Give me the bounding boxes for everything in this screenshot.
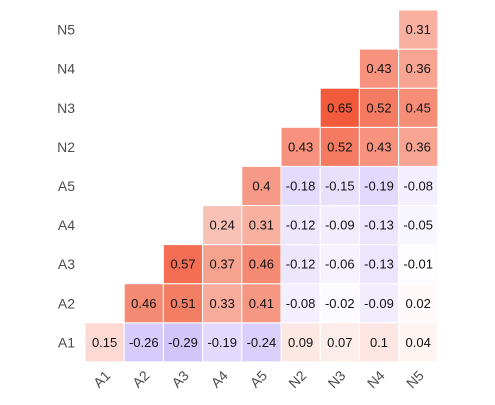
heatmap-cells xyxy=(84,9,439,363)
cell-value-label: -0.13 xyxy=(364,257,394,272)
cell-value-label: 0.36 xyxy=(406,61,431,76)
cell-value-label: 0.43 xyxy=(366,139,391,154)
cell-value-label: -0.09 xyxy=(364,296,394,311)
x-tick-label: N5 xyxy=(403,367,427,391)
cell-value-label: 0.46 xyxy=(131,296,156,311)
cell-value-label: -0.12 xyxy=(286,218,316,233)
heatmap-value-labels: 0.15 -0.26 0.46 -0.29 0.51 0.57 -0.19 0.33 0.37 0… xyxy=(92,22,433,350)
heatmap-cell-a3-a2 xyxy=(162,283,204,324)
x-tick-label: N4 xyxy=(364,367,388,391)
cell-value-label: -0.09 xyxy=(325,218,355,233)
heatmap-cell-n4-n3 xyxy=(358,87,400,128)
y-tick-label: A4 xyxy=(58,217,75,233)
cell-value-label: -0.26 xyxy=(129,335,159,350)
x-tick-label: A4 xyxy=(208,367,232,391)
heatmap-cell-n4-n2 xyxy=(358,126,400,167)
cell-value-label: 0.09 xyxy=(288,335,313,350)
x-tick-label: A3 xyxy=(168,367,192,391)
cell-value-label: 0.04 xyxy=(406,335,431,350)
cell-value-label: 0.46 xyxy=(249,257,274,272)
heatmap-cell-n5-a5 xyxy=(398,165,439,206)
cell-value-label: 0.37 xyxy=(210,257,235,272)
heatmap-cell-a4-a4 xyxy=(202,205,243,246)
cell-value-label: 0.65 xyxy=(327,100,352,115)
heatmap-cell-a4-a3 xyxy=(202,244,243,285)
cell-value-label: 0.1 xyxy=(370,335,388,350)
heatmap-cell-n4-a1 xyxy=(358,322,400,363)
heatmap-cell-n3-n3 xyxy=(319,87,360,128)
cell-value-label: 0.52 xyxy=(327,139,352,154)
heatmap-cell-n5-n2 xyxy=(398,126,439,167)
cell-value-label: -0.15 xyxy=(325,178,355,193)
x-tick-label: A5 xyxy=(247,367,271,391)
y-tick-label: A1 xyxy=(58,334,75,350)
heatmap-cell-a2-a2 xyxy=(123,283,164,324)
cell-value-label: -0.29 xyxy=(168,335,198,350)
cell-value-label: 0.51 xyxy=(170,296,195,311)
cell-value-label: 0.45 xyxy=(406,100,431,115)
cell-value-label: -0.08 xyxy=(403,178,433,193)
heatmap-cell-n5-a2 xyxy=(398,283,439,324)
y-tick-label: A2 xyxy=(58,295,75,311)
cell-value-label: -0.19 xyxy=(207,335,237,350)
y-tick-label: N2 xyxy=(57,139,75,155)
y-tick-label: N3 xyxy=(57,100,75,116)
cell-value-label: -0.06 xyxy=(325,257,355,272)
cell-value-label: 0.31 xyxy=(249,218,274,233)
cell-value-label: 0.52 xyxy=(366,100,391,115)
heatmap-cell-a2-a1 xyxy=(123,322,164,363)
heatmap-cell-n2-a2 xyxy=(280,283,321,324)
cell-value-label: 0.02 xyxy=(406,296,431,311)
cell-value-label: 0.31 xyxy=(406,22,431,37)
cell-value-label: 0.57 xyxy=(170,257,195,272)
heatmap-cell-n5-n5 xyxy=(398,9,439,50)
x-tick-labels: A1 A2 A3 A4 A5 N2 N3 N4 N5 xyxy=(90,367,427,391)
heatmap-cell-n2-a1 xyxy=(280,322,321,363)
cell-value-label: -0.05 xyxy=(403,218,433,233)
cell-value-label: -0.02 xyxy=(325,296,355,311)
cell-value-label: 0.41 xyxy=(249,296,274,311)
heatmap-cell-a1-a1 xyxy=(84,322,125,363)
heatmap-cell-n2-a4 xyxy=(280,205,321,246)
heatmap-cell-n2-n2 xyxy=(280,126,321,167)
y-tick-label: A3 xyxy=(58,256,75,272)
y-tick-label: N5 xyxy=(57,22,75,38)
cell-value-label: -0.19 xyxy=(364,178,394,193)
cell-value-label: -0.24 xyxy=(247,335,277,350)
heatmap-cell-a3-a3 xyxy=(162,244,204,285)
heatmap-cell-a4-a1 xyxy=(202,322,243,363)
cell-value-label: 0.07 xyxy=(327,335,352,350)
cell-value-label: 0.24 xyxy=(210,218,235,233)
heatmap-cell-n3-a2 xyxy=(319,283,360,324)
y-tick-label: A5 xyxy=(58,178,75,194)
cell-value-label: 0.36 xyxy=(406,139,431,154)
y-tick-labels: A1 A2 A3 A4 A5 N2 N3 N4 N5 xyxy=(57,22,75,351)
heatmap-cell-n4-n4 xyxy=(358,48,400,89)
x-tick-label: A2 xyxy=(129,367,153,391)
y-tick-label: N4 xyxy=(57,61,75,77)
heatmap-cell-a5-a3 xyxy=(241,244,282,285)
x-tick-label: A1 xyxy=(90,367,114,391)
cell-value-label: 0.43 xyxy=(366,61,391,76)
cell-value-label: 0.43 xyxy=(288,139,313,154)
heatmap-cell-n3-n2 xyxy=(319,126,360,167)
cell-value-label: 0.15 xyxy=(92,335,117,350)
cell-value-label: 0.4 xyxy=(252,178,270,193)
cell-value-label: -0.18 xyxy=(286,178,316,193)
heatmap-cell-a5-a2 xyxy=(241,283,282,324)
cell-value-label: -0.01 xyxy=(403,257,433,272)
cell-value-label: -0.12 xyxy=(286,257,316,272)
cell-value-label: -0.08 xyxy=(286,296,316,311)
cell-value-label: -0.13 xyxy=(364,218,394,233)
heatmap-cell-n2-a3 xyxy=(280,244,321,285)
heatmap-cell-n2-a5 xyxy=(280,165,321,206)
x-tick-label: N2 xyxy=(285,367,309,391)
x-tick-label: N3 xyxy=(325,367,349,391)
heatmap-cell-n3-a4 xyxy=(319,205,360,246)
cell-value-label: 0.33 xyxy=(210,296,235,311)
heatmap-cell-a4-a2 xyxy=(202,283,243,324)
